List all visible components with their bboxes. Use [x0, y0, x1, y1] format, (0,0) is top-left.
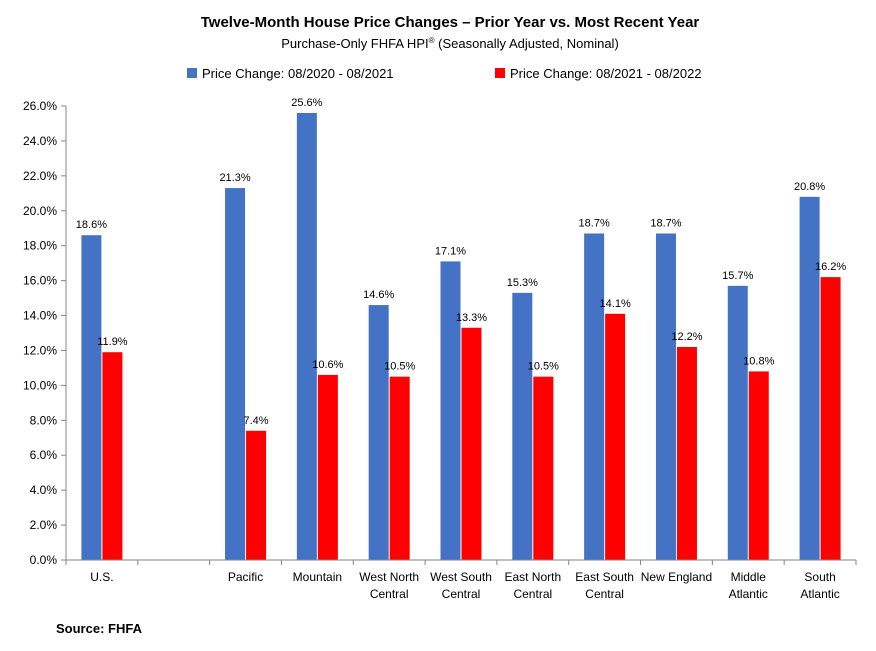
bar-series-1 — [820, 277, 841, 560]
x-category-label: Mountain — [293, 570, 342, 584]
chart-title: Twelve-Month House Price Changes – Prior… — [201, 14, 700, 31]
data-label: 16.2% — [815, 261, 846, 273]
legend-swatch-0 — [187, 68, 197, 78]
bar-series-1 — [389, 376, 410, 560]
x-category-label: Central — [370, 587, 409, 601]
data-label: 10.5% — [384, 361, 415, 373]
data-label: 14.6% — [363, 289, 394, 301]
y-tick-label: 10.0% — [23, 378, 57, 392]
bar-series-0 — [727, 285, 748, 560]
bar-series-1 — [748, 371, 769, 560]
data-label: 13.3% — [456, 312, 487, 324]
legend-label-0: Price Change: 08/2020 - 08/2021 — [202, 66, 394, 81]
y-tick-label: 18.0% — [23, 239, 57, 253]
y-tick-label: 4.0% — [30, 483, 58, 497]
bar-series-1 — [246, 430, 267, 560]
x-category-label: East South — [575, 570, 634, 584]
data-label: 18.6% — [76, 219, 107, 231]
bar-series-1 — [533, 376, 554, 560]
x-category-label: Central — [513, 587, 552, 601]
y-tick-label: 2.0% — [30, 518, 58, 532]
data-label: 20.8% — [794, 181, 825, 193]
bar-series-0 — [225, 188, 246, 561]
bar-series-1 — [102, 352, 123, 560]
bar-series-0 — [655, 233, 676, 560]
bar-series-1 — [676, 346, 697, 560]
bar-series-0 — [368, 305, 389, 560]
x-category-label: Middle — [731, 570, 767, 584]
x-category-label: Central — [442, 587, 481, 601]
data-label: 21.3% — [219, 172, 250, 184]
y-tick-label: 16.0% — [23, 274, 57, 288]
data-label: 18.7% — [579, 217, 610, 229]
data-label: 7.4% — [244, 415, 269, 427]
legend: Price Change: 08/2020 - 08/2021 Price Cha… — [187, 66, 702, 81]
source-note: Source: FHFA — [56, 621, 143, 636]
x-category-label: New England — [641, 570, 712, 584]
x-axis: U.S. Pacific Mountain West North Central West… — [65, 559, 857, 601]
data-label: 14.1% — [600, 298, 631, 310]
x-category-label: Atlantic — [729, 587, 768, 601]
subtitle-suffix: (Seasonally Adjusted, Nominal) — [435, 36, 619, 51]
chart-subtitle: Purchase-Only FHFA HPI® (Seasonally Adju… — [281, 36, 619, 51]
x-category-label: Pacific — [228, 570, 263, 584]
data-label: 18.7% — [650, 217, 681, 229]
y-tick-label: 20.0% — [23, 204, 57, 218]
y-tick-label: 8.0% — [30, 413, 58, 427]
data-label: 10.6% — [312, 359, 343, 371]
data-label: 15.7% — [722, 270, 753, 282]
registered-mark: ® — [429, 36, 435, 45]
x-category-label: South — [804, 570, 835, 584]
x-category-label: Atlantic — [800, 587, 839, 601]
bar-series-1 — [461, 327, 482, 560]
bars: 18.6% 11.9% 21.3% 7.4% 25.6% 10.6% 14.6% 10.5% 1… — [76, 97, 846, 561]
data-label: 15.3% — [507, 277, 538, 289]
y-tick-label: 0.0% — [30, 553, 58, 567]
bar-series-1 — [605, 313, 626, 560]
x-category-label: West North — [359, 570, 419, 584]
x-category-label: U.S. — [90, 570, 113, 584]
y-tick-label: 6.0% — [30, 448, 58, 462]
y-tick-label: 24.0% — [23, 134, 57, 148]
y-tick-label: 14.0% — [23, 309, 57, 323]
bar-series-0 — [584, 233, 605, 560]
data-label: 17.1% — [435, 245, 466, 257]
bar-series-0 — [81, 235, 102, 560]
y-tick-label: 12.0% — [23, 343, 57, 357]
bar-series-0 — [440, 261, 461, 560]
y-tick-label: 26.0% — [23, 99, 57, 113]
data-label: 12.2% — [671, 331, 702, 343]
data-label: 25.6% — [291, 97, 322, 109]
bar-series-0 — [296, 112, 317, 560]
subtitle-text: Purchase-Only FHFA HPI — [281, 36, 428, 51]
data-label: 10.5% — [528, 361, 559, 373]
legend-swatch-1 — [495, 68, 505, 78]
y-axis: 0.0% 2.0% 4.0% 6.0% 8.0% 10.0% 12.0% 14.0% 16.0%… — [23, 99, 67, 567]
y-tick-label: 22.0% — [23, 169, 57, 183]
x-category-label: Central — [585, 587, 624, 601]
bar-series-0 — [512, 292, 533, 560]
bar-series-1 — [317, 374, 338, 560]
legend-label-1: Price Change: 08/2021 - 08/2022 — [510, 66, 702, 81]
x-category-label: East North — [504, 570, 561, 584]
data-label: 11.9% — [97, 336, 128, 348]
bar-series-0 — [799, 196, 820, 561]
data-label: 10.8% — [743, 355, 774, 367]
x-category-label: West South — [430, 570, 492, 584]
